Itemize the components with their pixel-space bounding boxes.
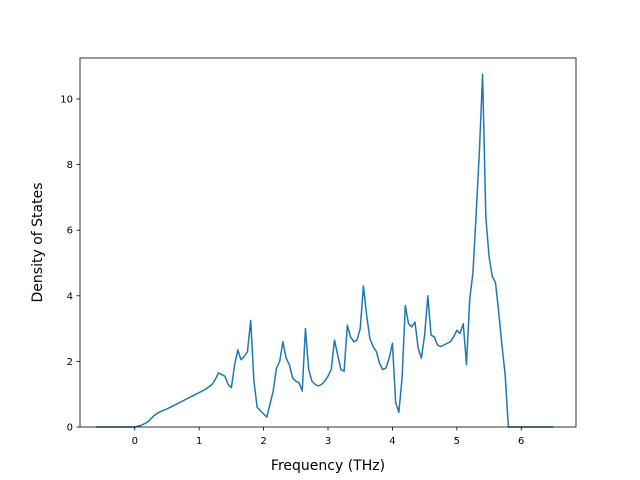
y-tick-label: 0	[67, 423, 73, 434]
series-line-0	[96, 73, 554, 428]
x-tick-label: 5	[454, 436, 460, 447]
x-tick-label: 1	[196, 436, 202, 447]
y-tick-label: 10	[60, 95, 73, 106]
x-tick-label: 6	[518, 436, 524, 447]
y-tick-label: 2	[67, 357, 73, 368]
x-tick-label: 4	[389, 436, 395, 447]
y-tick-label: 4	[67, 291, 73, 302]
x-tick-label: 2	[260, 436, 266, 447]
x-tick-label: 0	[132, 436, 138, 447]
x-axis-label: Frequency (THz)	[271, 458, 385, 474]
y-axis-label: Density of States	[30, 183, 46, 303]
y-tick-label: 6	[67, 226, 73, 237]
x-tick-label: 3	[325, 436, 331, 447]
plot-area	[80, 58, 576, 427]
y-tick-label: 8	[67, 160, 73, 171]
